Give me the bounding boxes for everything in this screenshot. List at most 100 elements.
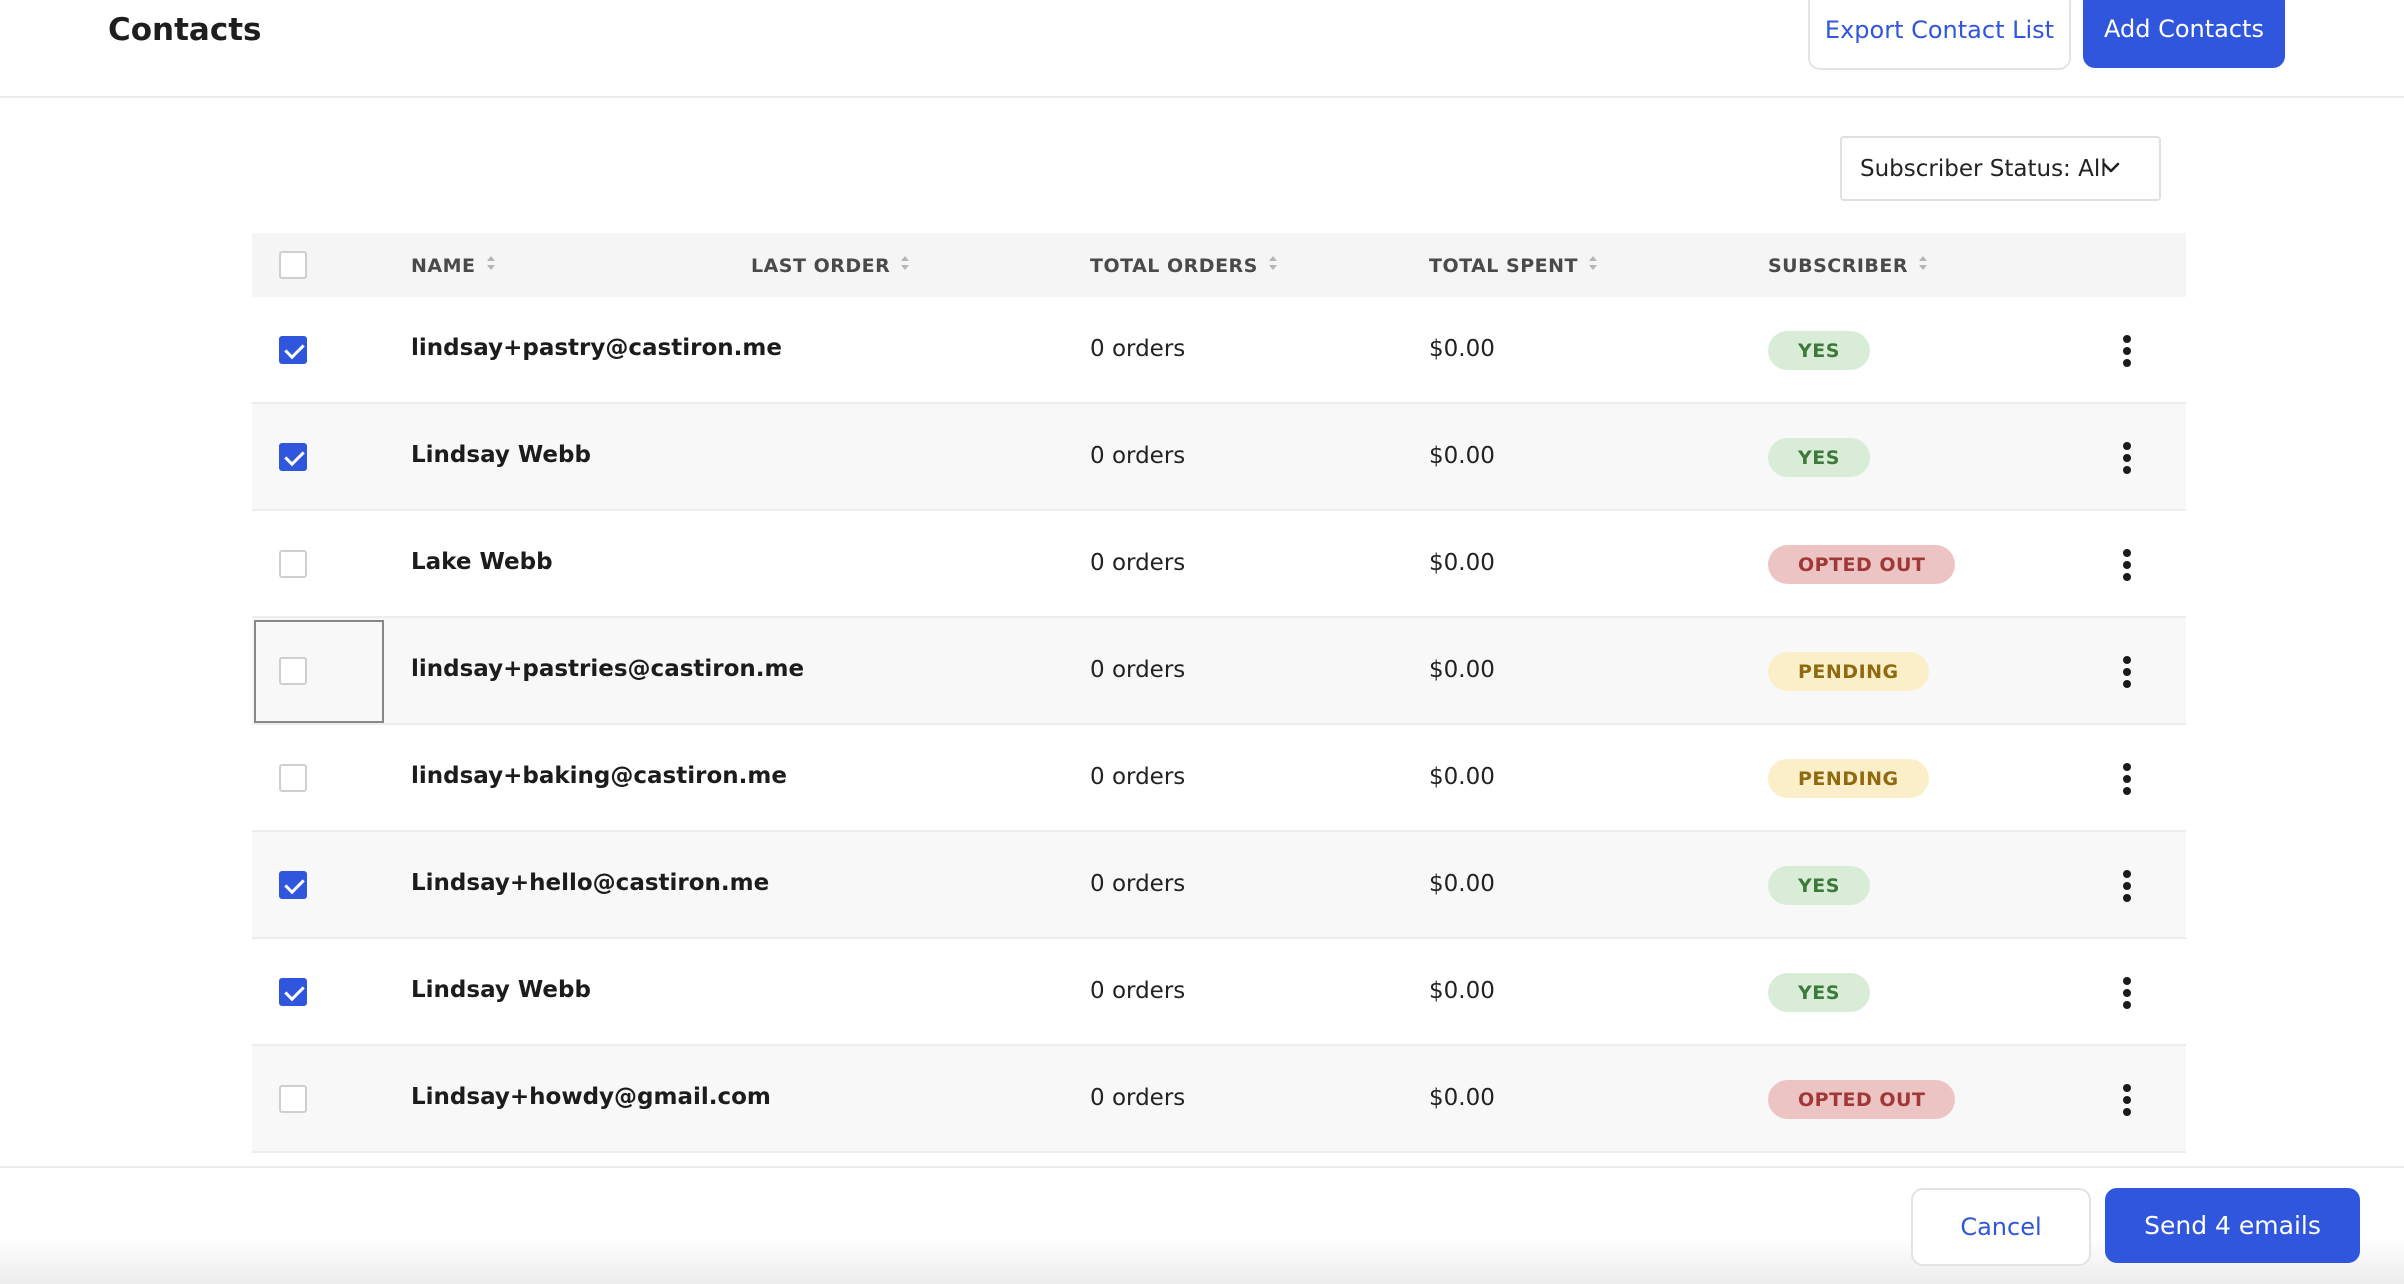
kebab-dot: [2123, 989, 2131, 997]
column-header-total-orders[interactable]: TOTAL ORDERS: [1090, 253, 1279, 278]
table-row[interactable]: Lindsay+howdy@gmail.com 0 orders $0.00 OPTE…: [252, 1046, 2186, 1153]
kebab-dot: [2123, 1084, 2131, 1092]
more-vertical-icon[interactable]: [2115, 968, 2139, 1018]
column-label: NAME: [411, 254, 476, 277]
column-header-last-order[interactable]: LAST ORDER: [751, 253, 911, 278]
row-checkbox[interactable]: [279, 443, 307, 471]
chevron-down-icon: [2101, 158, 2121, 184]
kebab-dot: [2123, 335, 2131, 343]
table-header: NAME LAST ORDER TOTAL ORDERS TOTAL SPENT…: [252, 233, 2186, 297]
kebab-dot: [2123, 549, 2131, 557]
column-header-subscriber[interactable]: SUBSCRIBER: [1768, 253, 1929, 278]
column-header-total-spent[interactable]: TOTAL SPENT: [1429, 253, 1599, 278]
total-orders: 0 orders: [1090, 1085, 1186, 1111]
page-title: Contacts: [108, 12, 262, 48]
row-checkbox[interactable]: [279, 336, 307, 364]
more-vertical-icon[interactable]: [2115, 1075, 2139, 1125]
total-orders: 0 orders: [1090, 978, 1186, 1004]
kebab-dot: [2123, 466, 2131, 474]
total-orders: 0 orders: [1090, 443, 1186, 469]
more-vertical-icon[interactable]: [2115, 433, 2139, 483]
table-row[interactable]: Lindsay+hello@castiron.me 0 orders $0.00 YE…: [252, 832, 2186, 939]
row-checkbox[interactable]: [279, 871, 307, 899]
kebab-dot: [2123, 561, 2131, 569]
total-spent: $0.00: [1429, 978, 1495, 1004]
kebab-dot: [2123, 656, 2131, 664]
total-orders: 0 orders: [1090, 336, 1186, 362]
table-row[interactable]: lindsay+pastries@castiron.me 0 orders $0.0…: [252, 618, 2186, 725]
contact-name[interactable]: lindsay+pastries@castiron.me: [411, 656, 805, 682]
sort-icon: [899, 253, 911, 278]
kebab-dot: [2123, 894, 2131, 902]
column-label: TOTAL ORDERS: [1090, 254, 1258, 277]
contact-name[interactable]: Lake Webb: [411, 549, 553, 575]
kebab-dot: [2123, 787, 2131, 795]
contact-name[interactable]: lindsay+pastry@castiron.me: [411, 335, 782, 361]
add-contacts-button[interactable]: Add Contacts: [2083, 0, 2285, 68]
kebab-dot: [2123, 359, 2131, 367]
subscriber-status-badge: OPTED OUT: [1768, 1080, 1956, 1119]
table-row[interactable]: Lake Webb 0 orders $0.00 OPTED OUT: [252, 511, 2186, 618]
contact-name[interactable]: Lindsay Webb: [411, 442, 591, 468]
row-checkbox[interactable]: [279, 978, 307, 1006]
export-contact-list-button[interactable]: Export Contact List: [1808, 0, 2071, 70]
subscriber-status-badge: YES: [1768, 438, 1870, 477]
contact-name[interactable]: Lindsay+howdy@gmail.com: [411, 1084, 771, 1110]
send-emails-button[interactable]: Send 4 emails: [2105, 1188, 2360, 1263]
subscriber-status-badge: YES: [1768, 331, 1870, 370]
column-header-name[interactable]: NAME: [411, 253, 497, 278]
total-orders: 0 orders: [1090, 550, 1186, 576]
more-vertical-icon[interactable]: [2115, 647, 2139, 697]
more-vertical-icon[interactable]: [2115, 326, 2139, 376]
total-spent: $0.00: [1429, 336, 1495, 362]
total-orders: 0 orders: [1090, 871, 1186, 897]
total-spent: $0.00: [1429, 764, 1495, 790]
subscriber-status-badge: PENDING: [1768, 652, 1929, 691]
kebab-dot: [2123, 870, 2131, 878]
kebab-dot: [2123, 347, 2131, 355]
subscriber-status-filter[interactable]: Subscriber Status: All: [1840, 136, 2161, 201]
table-row[interactable]: Lindsay Webb 0 orders $0.00 YES: [252, 939, 2186, 1046]
focus-outline: [254, 620, 384, 723]
column-label: TOTAL SPENT: [1429, 254, 1578, 277]
more-vertical-icon[interactable]: [2115, 754, 2139, 804]
filter-label: Subscriber Status: All: [1860, 155, 2107, 182]
total-spent: $0.00: [1429, 871, 1495, 897]
sort-icon: [1917, 253, 1929, 278]
kebab-dot: [2123, 680, 2131, 688]
total-orders: 0 orders: [1090, 657, 1186, 683]
kebab-dot: [2123, 442, 2131, 450]
contact-name[interactable]: Lindsay+hello@castiron.me: [411, 870, 770, 896]
subscriber-status-badge: OPTED OUT: [1768, 545, 1956, 584]
row-checkbox[interactable]: [279, 764, 307, 792]
table-row[interactable]: Lindsay Webb 0 orders $0.00 YES: [252, 404, 2186, 511]
row-checkbox[interactable]: [279, 657, 307, 685]
kebab-dot: [2123, 1001, 2131, 1009]
sort-icon: [1587, 253, 1599, 278]
sort-icon: [1267, 253, 1279, 278]
contact-name[interactable]: Lindsay Webb: [411, 977, 591, 1003]
kebab-dot: [2123, 573, 2131, 581]
select-all-checkbox[interactable]: [279, 251, 307, 279]
kebab-dot: [2123, 882, 2131, 890]
subscriber-status-badge: YES: [1768, 973, 1870, 1012]
contact-name[interactable]: lindsay+baking@castiron.me: [411, 763, 787, 789]
row-checkbox[interactable]: [279, 550, 307, 578]
table-row[interactable]: lindsay+baking@castiron.me 0 orders $0.00 P…: [252, 725, 2186, 832]
more-vertical-icon[interactable]: [2115, 861, 2139, 911]
more-vertical-icon[interactable]: [2115, 540, 2139, 590]
table-row[interactable]: lindsay+pastry@castiron.me 0 orders $0.00 Y…: [252, 297, 2186, 404]
row-checkbox[interactable]: [279, 1085, 307, 1113]
total-orders: 0 orders: [1090, 764, 1186, 790]
table-body: lindsay+pastry@castiron.me 0 orders $0.00 Y…: [252, 297, 2186, 1153]
kebab-dot: [2123, 454, 2131, 462]
kebab-dot: [2123, 775, 2131, 783]
total-spent: $0.00: [1429, 1085, 1495, 1111]
column-label: SUBSCRIBER: [1768, 254, 1909, 277]
kebab-dot: [2123, 668, 2131, 676]
subscriber-status-badge: YES: [1768, 866, 1870, 905]
cancel-button[interactable]: Cancel: [1911, 1188, 2091, 1266]
contacts-table: NAME LAST ORDER TOTAL ORDERS TOTAL SPENT…: [252, 233, 2186, 1153]
kebab-dot: [2123, 1096, 2131, 1104]
total-spent: $0.00: [1429, 443, 1495, 469]
